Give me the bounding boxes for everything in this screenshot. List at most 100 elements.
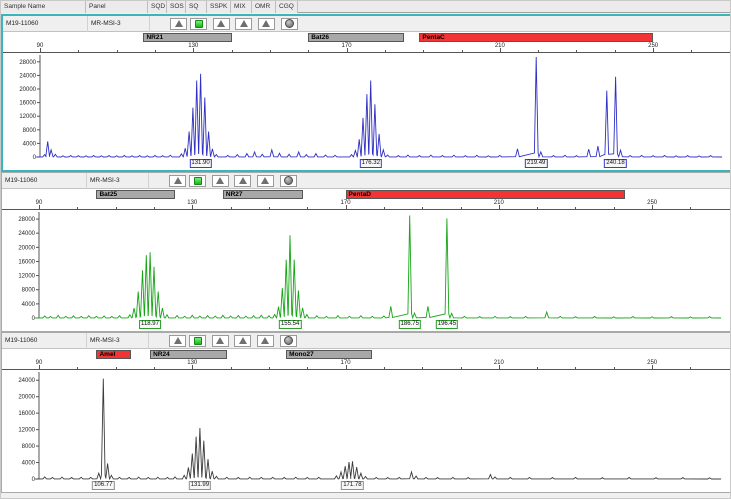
flag-box-sq[interactable] [189, 334, 206, 347]
ruler-tick [576, 50, 578, 52]
sample-info-row[interactable]: M19-11060 MR-MSI-3 [3, 15, 730, 32]
peak-size-label[interactable]: 131.99 [188, 481, 212, 490]
ruler-tick-label: 210 [493, 200, 504, 206]
header-cell-sq[interactable]: SQ [186, 1, 207, 13]
header-cell-sos[interactable]: SOS [167, 1, 186, 13]
peak-size-label[interactable]: 155.54 [278, 320, 302, 329]
header-cell-mix[interactable]: MIX [231, 1, 252, 13]
header-cell-sspk[interactable]: SSPK [207, 1, 231, 13]
flag-box-sspk[interactable] [211, 174, 229, 187]
flag-cell-sqd [149, 173, 168, 189]
ruler-tick [652, 365, 654, 369]
ruler-tick [653, 48, 655, 52]
ruler-tick [613, 207, 615, 209]
y-tick-label: 24000 [18, 378, 35, 384]
ruler-tick [268, 207, 270, 209]
ruler-tick [422, 207, 424, 209]
marker-bar-bat25[interactable]: Bat25 [96, 190, 176, 199]
y-tick-label: 4000 [23, 141, 37, 147]
sample-name-cell[interactable]: M19-11060 [2, 172, 87, 189]
flag-box-omr[interactable] [256, 334, 274, 347]
flag-cell-sqd [149, 333, 168, 349]
peak-size-label[interactable]: 106.77 [92, 481, 115, 490]
ruler-tick [345, 205, 347, 209]
ruler-tick [346, 48, 348, 52]
y-tick-label: 8000 [23, 128, 37, 134]
flag-box-sos[interactable] [169, 174, 186, 187]
y-tick-label: 20000 [19, 87, 36, 93]
electropherogram-chart[interactable]: 0 4000 8000 12000 16000 20000 24000 28000 131.90… [3, 53, 730, 170]
ruler-tick [614, 50, 616, 52]
ruler-tick [690, 207, 692, 209]
header-cell-sample-name[interactable]: Sample Name [1, 1, 86, 13]
panel-cell[interactable]: MR-MSI-3 [88, 15, 150, 32]
marker-bar-nr24[interactable]: NR24 [150, 350, 227, 359]
green-square-icon [193, 336, 202, 345]
y-tick-label: 24000 [18, 231, 35, 237]
flag-box-cgq[interactable] [279, 334, 297, 347]
peak-size-label[interactable]: 118.97 [139, 320, 161, 329]
ruler-tick [154, 50, 156, 52]
sample-info-row[interactable]: M19-11060 MR-MSI-3 [2, 332, 730, 349]
marker-bar-mono27[interactable]: Mono27 [286, 350, 373, 359]
peak-size-label[interactable]: 131.90 [189, 159, 212, 168]
ruler-tick-label: 130 [188, 43, 199, 49]
ruler-tick [460, 207, 462, 209]
sample-name-cell[interactable]: M19-11060 [2, 332, 87, 349]
header-cell-sqd[interactable]: SQD [148, 1, 167, 13]
y-tick-label: 8000 [22, 444, 36, 450]
panel-cell[interactable]: MR-MSI-3 [87, 172, 149, 189]
sample-info-row[interactable]: M19-11060 MR-MSI-3 [2, 172, 730, 189]
marker-bar-nr21[interactable]: NR21 [143, 33, 232, 42]
peak-size-label[interactable]: 196.45 [435, 320, 459, 329]
header-cell-panel[interactable]: Panel [86, 1, 148, 13]
flag-box-sos[interactable] [169, 334, 186, 347]
header-cell-omr[interactable]: OMR [252, 1, 276, 13]
triangle-icon [173, 337, 182, 344]
ruler-tick [115, 207, 117, 209]
flag-box-cgq[interactable] [279, 174, 297, 187]
flag-cell-mix [233, 16, 254, 32]
marker-bar-pentac[interactable]: PentaC [419, 33, 654, 42]
peak-size-label[interactable]: 186.75 [398, 320, 421, 329]
sphere-icon [283, 176, 293, 185]
y-tick-label: 16000 [18, 411, 35, 417]
flag-box-sspk[interactable] [212, 17, 230, 30]
y-tick-label: 24000 [19, 73, 36, 79]
marker-bar-bat26[interactable]: Bat26 [308, 33, 405, 42]
marker-bar-amel[interactable]: Amel [96, 350, 131, 359]
flag-box-cgq[interactable] [280, 17, 298, 30]
peak-size-label[interactable]: 176.32 [359, 159, 382, 168]
flag-cell-mix [232, 173, 253, 189]
header-cell-cgq[interactable]: CGQ [276, 1, 298, 13]
green-square-icon [193, 176, 202, 185]
electropherogram-chart[interactable]: 0 4000 8000 12000 16000 20000 24000 28000 118.97… [2, 210, 730, 331]
sample-block[interactable]: M19-11060 MR-MSI-3 Amel NR24 Mono27 90 130 170 2… [1, 332, 730, 493]
marker-bar-nr27[interactable]: NR27 [222, 190, 304, 199]
flag-box-sos[interactable] [170, 17, 187, 30]
panel-cell[interactable]: MR-MSI-3 [87, 332, 149, 349]
flag-box-mix[interactable] [235, 17, 252, 30]
flag-box-omr[interactable] [257, 17, 275, 30]
triangle-icon [261, 177, 269, 184]
flag-box-sq[interactable] [190, 17, 207, 30]
sample-block[interactable]: M19-11060 MR-MSI-3 NR21 Bat26 PentaC 90 130 170… [1, 14, 730, 172]
sample-name-cell[interactable]: M19-11060 [3, 15, 88, 32]
electropherogram-chart[interactable]: 0 4000 8000 12000 16000 20000 24000 106.77 131.9… [2, 370, 730, 492]
sample-block[interactable]: M19-11060 MR-MSI-3 Bat25 NR27 PentaD 90 130 170… [1, 172, 730, 332]
ruler-tick-label: 90 [35, 200, 43, 206]
peak-size-label[interactable]: 219.49 [525, 159, 548, 168]
peak-size-label[interactable]: 171.78 [341, 481, 364, 490]
flag-box-mix[interactable] [234, 334, 251, 347]
ruler-tick-label: 170 [340, 200, 351, 206]
flag-box-omr[interactable] [256, 174, 274, 187]
triangle-icon [238, 337, 247, 344]
marker-bar-pentad[interactable]: PentaD [345, 190, 626, 199]
flag-box-sspk[interactable] [211, 334, 229, 347]
flag-box-mix[interactable] [234, 174, 251, 187]
peak-size-label[interactable]: 240.18 [604, 159, 627, 168]
table-header-row: Sample Name Panel SQD SOS SQ SSPK MIX OMR CGQ [1, 1, 730, 13]
flag-box-sq[interactable] [189, 174, 206, 187]
ruler-tick-label: 250 [647, 360, 658, 366]
